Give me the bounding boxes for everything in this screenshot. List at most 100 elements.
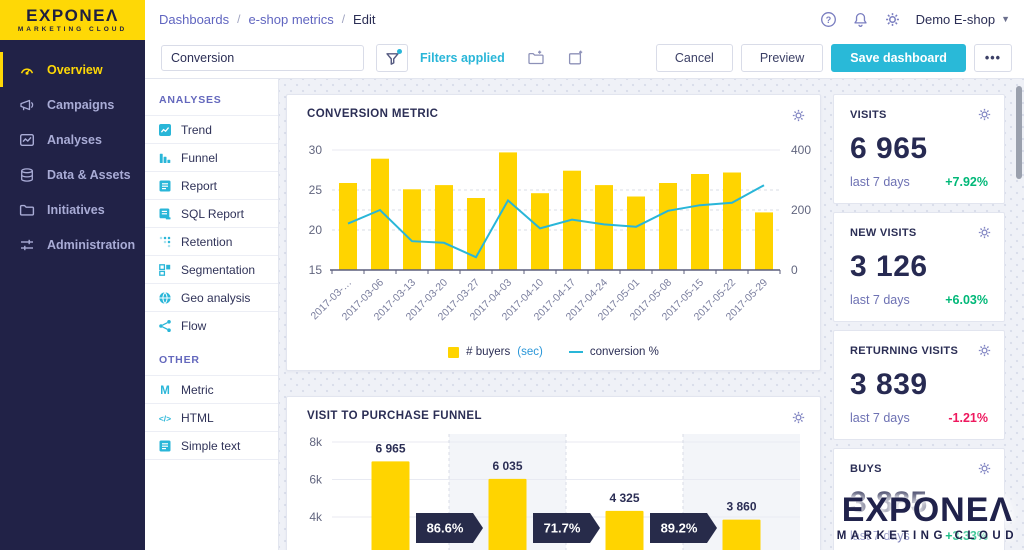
- metric-card-new-visits[interactable]: NEW VISITS 3 126 last 7 days +6.03%: [833, 212, 1005, 322]
- widget-library-panel: ANALYSESTrendFunnel Report SQL Report Reten…: [145, 79, 279, 550]
- nav-item-label: Initiatives: [47, 203, 105, 217]
- svg-text:?: ?: [825, 14, 830, 24]
- metric-title: NEW VISITS: [850, 227, 988, 239]
- widget-gear-icon[interactable]: [977, 461, 992, 476]
- widget-item-label: Segmentation: [181, 263, 255, 277]
- widget-item-trend[interactable]: Trend: [145, 115, 278, 143]
- widget-item-html[interactable]: </> HTML: [145, 403, 278, 431]
- widget-item-label: Geo analysis: [181, 291, 250, 305]
- metric-card-returning-visits[interactable]: RETURNING VISITS3 839last 7 days-1.21%: [833, 330, 1005, 440]
- nav-item-label: Campaigns: [47, 98, 114, 112]
- edit-toolbar: Filters applied Cancel Preview Save dash…: [145, 38, 1024, 79]
- svg-text:71.7%: 71.7%: [544, 521, 581, 536]
- svg-text:M: M: [160, 385, 170, 397]
- conversion-metric-card[interactable]: CONVERSION METRIC 3025201540020002017-03…: [286, 94, 821, 371]
- metric-value: 3 839: [850, 368, 988, 402]
- sidebar-item-overview[interactable]: Overview: [0, 52, 145, 87]
- chart-icon: [19, 132, 35, 148]
- svg-text:6 035: 6 035: [492, 459, 522, 473]
- metric-period: last 7 days: [850, 411, 910, 425]
- sidebar-item-data-assets[interactable]: Data & Assets: [0, 157, 145, 192]
- content-area: ANALYSESTrendFunnel Report SQL Report Reten…: [145, 79, 1024, 550]
- brand-logo-text: EXPONEΛ: [26, 7, 119, 24]
- widget-gear-icon[interactable]: [977, 107, 992, 122]
- save-dashboard-button[interactable]: Save dashboard: [831, 44, 966, 72]
- main-column: Dashboards / e-shop metrics / Edit ? Dem…: [145, 0, 1024, 550]
- funnel-card[interactable]: VISIT TO PURCHASE FUNNEL 8k6k4k2k6 9656 …: [286, 396, 821, 550]
- settings-gear-icon[interactable]: [884, 11, 901, 28]
- svg-text:3 860: 3 860: [726, 500, 756, 514]
- panel-section-title: ANALYSES: [145, 79, 278, 115]
- folder-icon: [19, 202, 35, 218]
- funnel-icon: [158, 151, 172, 165]
- brand-logo[interactable]: EXPONEΛ MARKETING CLOUD: [0, 0, 145, 40]
- metric-change: +3.33%: [945, 529, 988, 543]
- sliders-icon: [19, 237, 35, 253]
- metric-period: last 7 days: [850, 175, 910, 189]
- metric-value: 6 965: [850, 132, 988, 166]
- nav-item-label: Data & Assets: [47, 168, 131, 182]
- more-options-button[interactable]: •••: [974, 44, 1012, 72]
- app-root: EXPONEΛ MARKETING CLOUD Overview Campaign…: [0, 0, 1024, 550]
- top-header: Dashboards / e-shop metrics / Edit ? Dem…: [145, 0, 1024, 38]
- widget-item-label: Metric: [181, 383, 214, 397]
- widget-item-funnel[interactable]: Funnel: [145, 143, 278, 171]
- metric-period: last 7 days: [850, 293, 910, 307]
- svg-text:15: 15: [309, 263, 323, 277]
- svg-text:25: 25: [309, 183, 323, 197]
- filters-applied-label[interactable]: Filters applied: [420, 51, 505, 65]
- widget-item-sql-report[interactable]: SQL Report: [145, 199, 278, 227]
- metric-value: 3 126: [850, 250, 988, 284]
- conversion-chart: 3025201540020002017-03-…2017-03-062017-0…: [287, 95, 820, 370]
- trend-icon: [158, 123, 172, 137]
- sidebar-item-campaigns[interactable]: Campaigns: [0, 87, 145, 122]
- cancel-button[interactable]: Cancel: [656, 44, 733, 72]
- nav-item-label: Analyses: [47, 133, 102, 147]
- dashboard-name-input[interactable]: [161, 45, 364, 71]
- notifications-bell-icon[interactable]: [852, 11, 869, 28]
- metric-change: -1.21%: [948, 411, 988, 425]
- widget-item-report[interactable]: Report: [145, 171, 278, 199]
- widget-item-simple-text[interactable]: Simple text: [145, 431, 278, 460]
- project-selector[interactable]: Demo E-shop ▼: [916, 12, 1010, 27]
- help-icon[interactable]: ?: [820, 11, 837, 28]
- add-widget-icon[interactable]: [567, 49, 585, 67]
- widget-item-flow[interactable]: Flow: [145, 311, 278, 339]
- scrollbar-thumb[interactable]: [1016, 86, 1022, 179]
- html-icon: </>: [158, 411, 172, 425]
- filter-button[interactable]: [376, 44, 408, 72]
- breadcrumb-separator: /: [342, 12, 345, 26]
- preview-button[interactable]: Preview: [741, 44, 823, 72]
- sidebar-item-administration[interactable]: Administration: [0, 227, 145, 262]
- metric-card-buys[interactable]: BUYS3 885last 7 days+3.33%: [833, 448, 1005, 550]
- breadcrumb-dashboards[interactable]: Dashboards: [159, 12, 229, 27]
- folder-plus-icon[interactable]: [527, 49, 545, 67]
- sidebar-item-analyses[interactable]: Analyses: [0, 122, 145, 157]
- sidebar-item-initiatives[interactable]: Initiatives: [0, 192, 145, 227]
- svg-text:200: 200: [791, 203, 811, 217]
- widget-item-label: Report: [181, 179, 217, 193]
- metric-footer: last 7 days +6.03%: [850, 293, 988, 307]
- gauge-icon: [19, 62, 35, 78]
- svg-text:86.6%: 86.6%: [427, 521, 464, 536]
- widget-item-segmentation[interactable]: Segmentation: [145, 255, 278, 283]
- breadcrumb-separator: /: [237, 12, 240, 26]
- metric-title: VISITS: [850, 109, 988, 121]
- widget-item-label: SQL Report: [181, 207, 244, 221]
- widget-gear-icon[interactable]: [791, 108, 806, 123]
- widget-gear-icon[interactable]: [977, 225, 992, 240]
- widget-item-label: HTML: [181, 411, 214, 425]
- svg-text:0: 0: [791, 263, 798, 277]
- svg-text:89.2%: 89.2%: [661, 521, 698, 536]
- metric-change: +6.03%: [945, 293, 988, 307]
- widget-gear-icon[interactable]: [977, 343, 992, 358]
- svg-text:</>: </>: [159, 413, 171, 423]
- widget-item-metric[interactable]: M Metric: [145, 375, 278, 403]
- widget-gear-icon[interactable]: [791, 410, 806, 425]
- metric-icon: M: [158, 383, 172, 397]
- widget-item-geo-analysis[interactable]: Geo analysis: [145, 283, 278, 311]
- breadcrumb-dashboard-name[interactable]: e-shop metrics: [248, 12, 333, 27]
- widget-item-retention[interactable]: Retention: [145, 227, 278, 255]
- metric-card-visits[interactable]: VISITS6 965last 7 days+7.92%: [833, 94, 1005, 204]
- main-nav: Overview Campaigns Analyses Data & Assets In…: [0, 40, 145, 262]
